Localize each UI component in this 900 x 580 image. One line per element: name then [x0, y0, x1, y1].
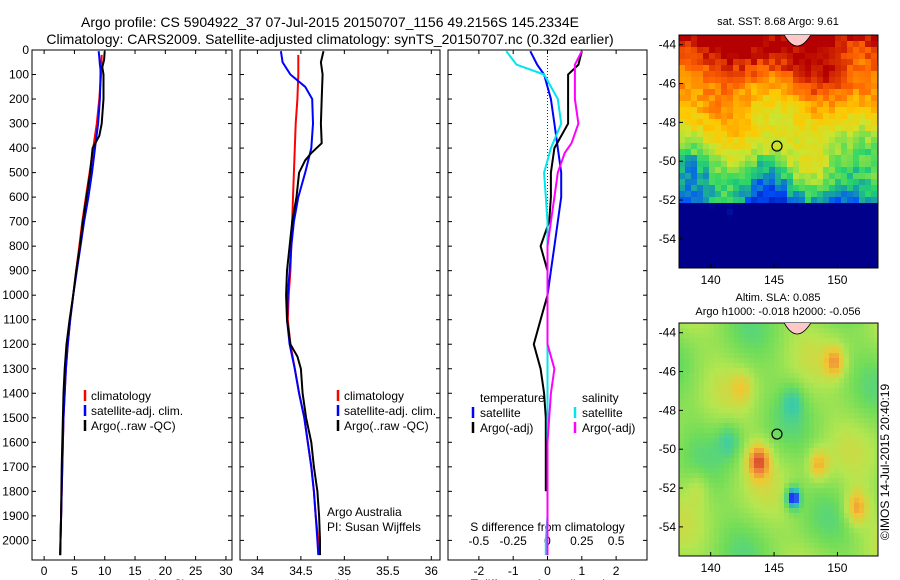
sst-map-lat-tick-label: -46	[659, 77, 677, 91]
sst-map-lon-tick-label: 145	[764, 273, 784, 287]
sst-map-float-marker	[771, 140, 783, 152]
depth-tick-label: 0	[22, 43, 29, 57]
sla-map-lat-tick-label: -54	[659, 520, 677, 534]
salinity-difference-tick-label: -0.25	[500, 534, 528, 548]
temperature-xtick-label: 20	[159, 564, 173, 578]
depth-tick-label: 1300	[2, 362, 29, 376]
sst-map-lat-tick-label: -50	[659, 154, 677, 168]
salinity-xtick-label: 34	[251, 564, 265, 578]
sla-map-coastline	[783, 322, 812, 335]
figure-title-line-1: Argo profile: CS 5904922_37 07-Jul-2015 …	[81, 14, 579, 30]
sst-map-title: sat. SST: 8.68 Argo: 9.61	[717, 16, 839, 28]
salinity-axis-label: salinity	[322, 577, 359, 580]
depth-tick-label: 700	[9, 215, 29, 229]
sst-map-lat-tick-label: -48	[659, 115, 677, 129]
difference-legend-label: satellite	[480, 406, 521, 420]
difference-xtick-label: 2	[613, 564, 620, 578]
depth-tick-label: 1600	[2, 435, 29, 449]
depth-tick-label: 1800	[2, 484, 29, 498]
sst-map-lat-tick-label: -44	[659, 38, 677, 52]
salinity-series-argo---raw--qc-	[285, 50, 325, 556]
difference-xtick-label: 0	[544, 564, 551, 578]
difference-legend-label: Argo(-adj)	[582, 421, 635, 435]
salinity-legend-label: Argo(..raw -QC)	[344, 419, 429, 433]
temperature-xtick-label: 0	[41, 564, 48, 578]
temperature-legend-label: Argo(..raw -QC)	[91, 419, 176, 433]
salinity-plot-frame	[239, 49, 441, 561]
difference-xtick-label: -2	[474, 564, 485, 578]
temperature-legend-label: satellite-adj. clim.	[91, 404, 183, 418]
difference-legend-label: Argo(-adj)	[480, 421, 533, 435]
sla-map-title: Altim. SLA: 0.085	[736, 292, 821, 304]
depth-tick-label: 500	[9, 166, 29, 180]
sst-map-lat-tick-label: -54	[659, 232, 677, 246]
sla-map-field	[679, 323, 879, 557]
salinity-difference-tick-label: -0.5	[469, 534, 490, 548]
difference-series-temperature-argo--adj-	[532, 50, 583, 492]
salinity-xtick-label: 35	[338, 564, 352, 578]
sla-map-lon-tick-label: 140	[701, 561, 721, 575]
figure-title-line-2: Climatology: CARS2009. Satellite-adjuste…	[46, 31, 614, 47]
difference-legend-label: satellite	[582, 406, 623, 420]
temperature-xtick-label: 10	[98, 564, 112, 578]
sst-map-frame	[678, 34, 879, 269]
temperature-plot-frame	[31, 49, 233, 561]
attribution-line-2: PI: Susan Wijffels	[327, 520, 421, 534]
depth-tick-label: 400	[9, 141, 29, 155]
temperature-legend-label: climatology	[91, 389, 151, 403]
temperature-xtick-label: 15	[128, 564, 142, 578]
difference-axis-label: T difference from climatology	[471, 577, 625, 580]
salinity-difference-tick-label: 0.5	[608, 534, 625, 548]
depth-tick-label: 800	[9, 239, 29, 253]
depth-tick-label: 1200	[2, 337, 29, 351]
salinity-xtick-label: 35.5	[376, 564, 400, 578]
sla-map-float-marker	[771, 428, 783, 440]
sla-map-lon-tick-label: 150	[827, 561, 847, 575]
temperature-xtick-label: 30	[219, 564, 233, 578]
depth-tick-label: 300	[9, 117, 29, 131]
sst-map-lon-tick-label: 140	[701, 273, 721, 287]
sla-map-lon-tick-label: 145	[764, 561, 784, 575]
depth-tick-label: 1400	[2, 386, 29, 400]
difference-xtick-label: 1	[578, 564, 585, 578]
sla-map-lat-tick-label: -44	[659, 326, 677, 340]
depth-tick-label: 200	[9, 92, 29, 106]
sla-map-lat-tick-label: -50	[659, 442, 677, 456]
depth-tick-label: 1700	[2, 460, 29, 474]
depth-tick-label: 1000	[2, 288, 29, 302]
attribution-line-1: Argo Australia	[327, 505, 402, 519]
temperature-series-argo---raw--qc-	[59, 51, 106, 556]
temperature-xtick-label: 25	[189, 564, 203, 578]
salinity-difference-tick-label: 0.25	[570, 534, 594, 548]
sla-map-subtitle: Argo h1000: -0.018 h2000: -0.056	[695, 306, 860, 318]
temperature-xtick-label: 5	[71, 564, 78, 578]
salinity-series-satellite-adj--clim-	[279, 51, 320, 556]
salinity-xtick-label: 36	[425, 564, 439, 578]
salinity-legend-label: satellite-adj. clim.	[344, 404, 436, 418]
legend-header-temperature: temperature	[480, 391, 545, 405]
sla-map-lat-tick-label: -48	[659, 403, 677, 417]
sst-map-coastline	[783, 34, 812, 47]
depth-tick-label: 1100	[3, 313, 29, 327]
depth-tick-label: 2000	[2, 533, 29, 547]
legend-header-salinity: salinity	[582, 391, 619, 405]
salinity-xtick-label: 34.5	[289, 564, 313, 578]
depth-tick-label: 100	[9, 68, 29, 82]
depth-tick-label: 1500	[2, 411, 29, 425]
sst-map-field	[679, 35, 879, 269]
sst-map-lat-tick-label: -52	[659, 193, 677, 207]
depth-tick-label: 600	[9, 190, 29, 204]
difference-series-salinity-argo--adj-	[546, 50, 583, 556]
temperature-axis-label: temperature (deg C)	[78, 577, 186, 580]
difference-xtick-label: -1	[508, 564, 519, 578]
sst-map-lon-tick-label: 150	[827, 273, 847, 287]
sla-map-lat-tick-label: -46	[659, 365, 677, 379]
salinity-legend-label: climatology	[344, 389, 404, 403]
sla-map-lat-tick-label: -52	[659, 481, 677, 495]
depth-tick-label: 900	[9, 264, 29, 278]
sla-map-frame	[678, 322, 879, 557]
depth-tick-label: 1900	[2, 509, 29, 523]
credit-timestamp: ©IMOS 14-Jul-2015 20:40:19	[878, 384, 892, 541]
